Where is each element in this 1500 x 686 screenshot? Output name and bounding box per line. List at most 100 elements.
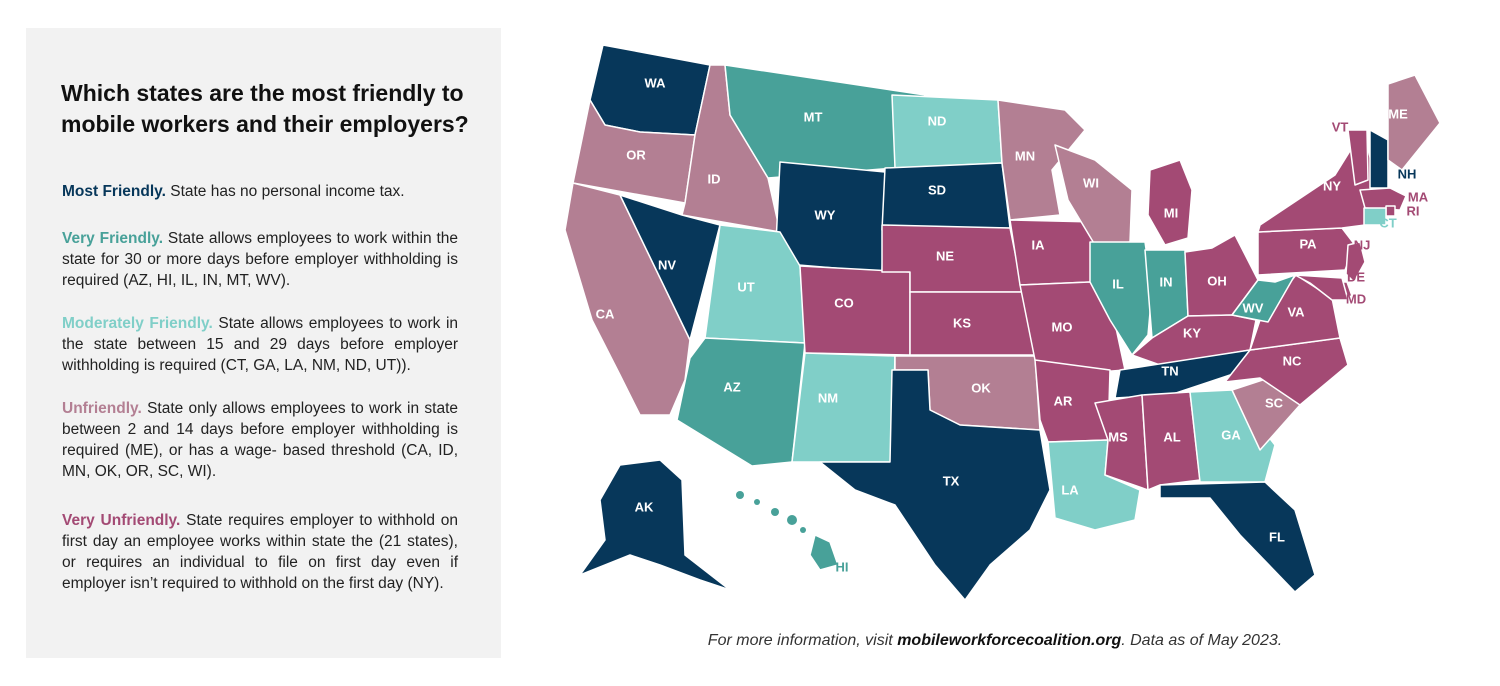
state-label-ct: CT bbox=[1379, 215, 1396, 230]
state-label-hi: HI bbox=[836, 559, 849, 574]
state-label-ny: NY bbox=[1323, 178, 1341, 193]
state-label-nj: NJ bbox=[1354, 237, 1371, 252]
hawaii-island bbox=[736, 491, 744, 499]
state-label-va: VA bbox=[1287, 304, 1305, 319]
state-label-tx: TX bbox=[943, 473, 960, 488]
legend-text: State allows employees to work within th… bbox=[62, 230, 458, 289]
legend-very-friendly: Very Friendly. State allows employees to… bbox=[62, 228, 458, 291]
state-label-vt: VT bbox=[1332, 119, 1349, 134]
state-ak bbox=[579, 459, 731, 591]
state-label-ms: MS bbox=[1108, 429, 1128, 444]
state-label-ks: KS bbox=[953, 315, 971, 330]
state-ct bbox=[1363, 207, 1387, 226]
state-az bbox=[676, 337, 806, 467]
state-label-nh: NH bbox=[1398, 166, 1417, 181]
legend-text: State allows employees to work in the st… bbox=[62, 315, 459, 374]
state-tn bbox=[1114, 349, 1261, 399]
legend-most-friendly: Most Friendly. State has no personal inc… bbox=[62, 181, 458, 202]
hawaii-island bbox=[754, 499, 760, 505]
state-ga bbox=[1189, 389, 1276, 483]
state-label-ma: MA bbox=[1408, 189, 1429, 204]
state-label-ne: NE bbox=[936, 248, 954, 263]
state-label-la: LA bbox=[1061, 482, 1079, 497]
legend-term: Moderately Friendly. bbox=[62, 315, 213, 332]
state-label-sd: SD bbox=[928, 182, 946, 197]
state-mn bbox=[997, 99, 1086, 221]
state-label-ak: AK bbox=[635, 499, 654, 514]
state-label-md: MD bbox=[1346, 291, 1366, 306]
state-label-wa: WA bbox=[645, 75, 667, 90]
page-title: Which states are the most friendly to mo… bbox=[61, 80, 469, 137]
us-map-svg: WA OR CA ID NV MT WY UT AZ CO NM ND SD NE KS OK TX MN IA MO… bbox=[564, 44, 1441, 601]
legend-moderately-friendly: Moderately Friendly. State allows employ… bbox=[62, 313, 458, 376]
state-label-pa: PA bbox=[1299, 236, 1317, 251]
state-label-ar: AR bbox=[1054, 393, 1073, 408]
hawaii-island bbox=[771, 508, 779, 516]
state-label-mo: MO bbox=[1052, 319, 1073, 334]
state-ar bbox=[1034, 359, 1111, 443]
hawaii-island bbox=[787, 515, 797, 525]
state-tx bbox=[819, 369, 1051, 601]
legend-very-unfriendly: Very Unfriendly. State requires employer… bbox=[62, 510, 458, 594]
state-label-mt: MT bbox=[804, 109, 823, 124]
state-md bbox=[1294, 274, 1349, 301]
state-ma bbox=[1359, 187, 1407, 211]
state-mi bbox=[1147, 159, 1193, 246]
state-label-tn: TN bbox=[1161, 363, 1178, 378]
state-label-ga: GA bbox=[1221, 427, 1241, 442]
legend-text: State only allows employees to work in s… bbox=[62, 400, 458, 480]
state-label-az: AZ bbox=[723, 379, 740, 394]
state-label-nd: ND bbox=[928, 113, 947, 128]
state-ks bbox=[909, 291, 1039, 356]
footer-link[interactable]: mobileworkforcecoalition.org bbox=[897, 632, 1122, 649]
state-label-wy: WY bbox=[815, 207, 836, 222]
footer-prefix: For more information, visit bbox=[707, 632, 898, 649]
state-label-ky: KY bbox=[1183, 325, 1201, 340]
state-label-il: IL bbox=[1112, 276, 1124, 291]
state-nm bbox=[791, 352, 896, 463]
state-nj bbox=[1345, 241, 1366, 283]
legend-panel: Which states are the most friendly to mo… bbox=[26, 28, 501, 658]
state-fl bbox=[1159, 481, 1316, 593]
legend-term: Very Unfriendly. bbox=[62, 512, 181, 529]
state-pa bbox=[1257, 227, 1356, 276]
state-label-ca: CA bbox=[596, 306, 615, 321]
state-label-nm: NM bbox=[818, 390, 838, 405]
state-label-in: IN bbox=[1160, 274, 1173, 289]
state-label-mn: MN bbox=[1015, 148, 1035, 163]
state-wv bbox=[1231, 274, 1296, 323]
state-label-nc: NC bbox=[1283, 353, 1302, 368]
state-label-ut: UT bbox=[737, 279, 754, 294]
state-label-oh: OH bbox=[1207, 273, 1227, 288]
legend-unfriendly: Unfriendly. State only allows employees … bbox=[62, 398, 458, 482]
state-me bbox=[1387, 74, 1441, 171]
state-label-wv: WV bbox=[1243, 300, 1264, 315]
state-label-ia: IA bbox=[1032, 237, 1046, 252]
state-label-wi: WI bbox=[1083, 175, 1099, 190]
state-label-ok: OK bbox=[971, 380, 991, 395]
legend-text: State has no personal income tax. bbox=[170, 183, 405, 200]
state-ms bbox=[1094, 394, 1149, 491]
state-label-me: ME bbox=[1388, 106, 1408, 121]
state-nd bbox=[891, 94, 1003, 169]
state-label-co: CO bbox=[834, 295, 854, 310]
state-label-or: OR bbox=[626, 147, 646, 162]
state-co bbox=[799, 265, 911, 356]
legend-term: Most Friendly. bbox=[62, 183, 166, 200]
state-label-mi: MI bbox=[1164, 205, 1178, 220]
state-label-de: DE bbox=[1347, 269, 1365, 284]
state-label-id: ID bbox=[708, 171, 721, 186]
legend-term: Very Friendly. bbox=[62, 230, 164, 247]
state-al bbox=[1141, 391, 1201, 491]
us-map: WA OR CA ID NV MT WY UT AZ CO NM ND SD NE KS OK TX MN IA MO… bbox=[520, 20, 1480, 620]
state-label-ri: RI bbox=[1407, 203, 1420, 218]
state-label-nv: NV bbox=[658, 257, 676, 272]
state-nh bbox=[1369, 129, 1389, 189]
hawaii-island bbox=[800, 527, 806, 533]
state-label-fl: FL bbox=[1269, 529, 1285, 544]
state-vt bbox=[1347, 129, 1369, 186]
state-label-sc: SC bbox=[1265, 395, 1284, 410]
footer-suffix: . Data as of May 2023. bbox=[1121, 632, 1283, 649]
footer-note: For more information, visit mobileworkfo… bbox=[600, 632, 1390, 650]
legend-term: Unfriendly. bbox=[62, 400, 142, 417]
